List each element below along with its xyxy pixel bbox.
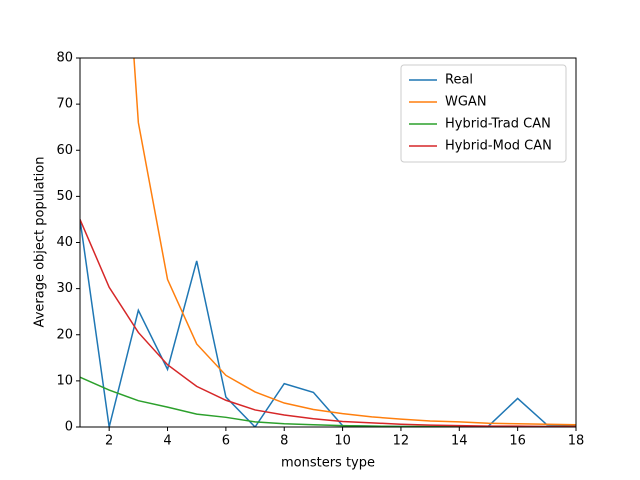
x-tick-label: 8 [280,434,288,449]
x-tick-label: 6 [222,434,230,449]
y-tick-label: 40 [56,235,73,250]
x-axis-label: monsters type [281,456,375,471]
y-tick-label: 80 [56,51,73,66]
series-line [80,219,576,427]
y-tick-label: 50 [56,189,73,204]
legend-label: WGAN [445,95,487,110]
y-tick-label: 60 [56,143,73,158]
series-line [80,376,576,427]
x-tick-label: 18 [568,434,585,449]
plot-frame [79,57,577,428]
legend-label: Hybrid-Mod CAN [445,139,552,154]
y-tick-label: 20 [56,327,73,342]
y-axis-label: Average object population [33,157,48,328]
x-tick-label: 16 [509,434,526,449]
series-line [133,58,576,426]
y-tick-label: 10 [56,373,73,388]
x-tick-label: 10 [334,434,351,449]
y-tick-label: 0 [65,420,73,435]
x-tick-label: 2 [105,434,113,449]
x-tick-label: 14 [451,434,468,449]
x-tick-label: 12 [393,434,410,449]
legend-label: Real [445,73,473,88]
legend-box [400,64,567,163]
legend-label: Hybrid-Trad CAN [445,117,551,132]
y-tick-label: 70 [56,97,73,112]
y-tick-label: 30 [56,281,73,296]
series-line [80,219,576,427]
plot-area [80,58,576,427]
x-tick-label: 4 [163,434,171,449]
